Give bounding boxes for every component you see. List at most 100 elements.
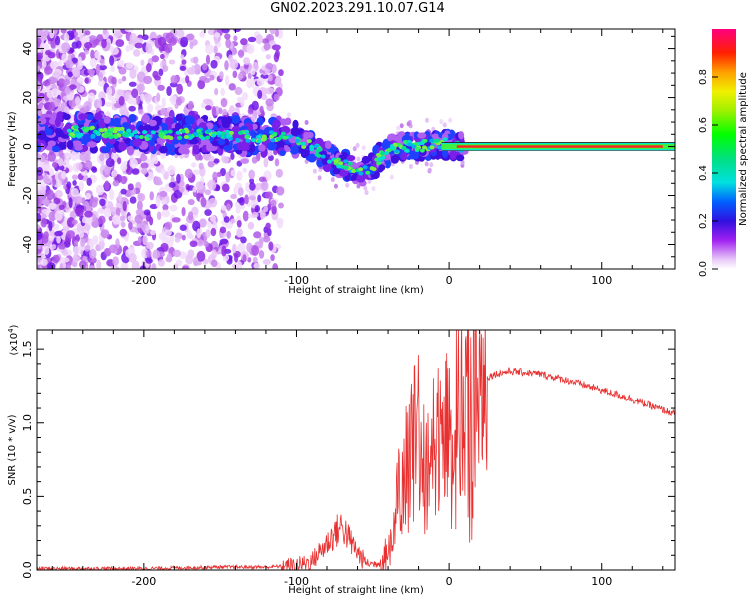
- spectral-band-cell: [143, 124, 152, 131]
- spectral-speckle: [211, 259, 218, 268]
- spectral-speckle: [54, 98, 62, 107]
- spectral-band-cell: [51, 145, 61, 153]
- spectral-speckle: [101, 38, 107, 49]
- spectral-band-cell: [128, 113, 137, 123]
- spectral-speckle: [230, 193, 237, 200]
- spectral-speckle: [166, 86, 172, 97]
- spectral-speckle: [51, 161, 58, 168]
- spectral-band-cell: [223, 145, 232, 152]
- spectral-speckle: [68, 98, 77, 108]
- spectral-speckle: [66, 230, 75, 239]
- spectral-speckle: [156, 92, 161, 102]
- spectral-speckle: [212, 220, 218, 230]
- spectral-core-cell: [256, 135, 262, 140]
- spectral-speckle: [258, 176, 267, 183]
- spectral-speckle: [58, 78, 66, 87]
- spectral-speckle: [424, 117, 429, 123]
- y-tick-label: 0.5: [21, 488, 34, 506]
- spectral-speckle: [52, 254, 60, 264]
- spectral-speckle: [115, 39, 125, 48]
- spectral-speckle: [118, 95, 125, 106]
- spectral-speckle: [176, 173, 181, 184]
- spectral-speckle: [61, 42, 71, 53]
- spectral-band-cell: [449, 151, 457, 160]
- spectral-speckle: [145, 258, 153, 264]
- spectral-speckle: [37, 54, 41, 62]
- spectral-speckle: [212, 171, 218, 182]
- colorbar: 0.0 0.2 0.4 0.6 0.8 Normalized spectral ampl…: [698, 29, 749, 277]
- spectral-band-cell: [47, 140, 56, 147]
- spectral-speckle: [224, 75, 230, 86]
- spectral-band-cell: [390, 154, 400, 164]
- spectral-speckle: [38, 102, 43, 111]
- spectral-speckle: [87, 68, 96, 75]
- spectral-band-cell: [221, 116, 228, 126]
- snr-y-ticks: 0.0 0.5 1.0 1.5: [21, 340, 675, 579]
- spectral-speckle: [117, 157, 122, 165]
- spectral-speckle: [120, 188, 127, 195]
- spectrogram-y-ticks: -40 -20 0 20 40: [21, 35, 675, 258]
- spectral-core-cell: [421, 145, 427, 150]
- spectral-speckle: [268, 154, 274, 162]
- spectral-speckle: [187, 198, 195, 206]
- spectral-core-cell: [74, 133, 80, 138]
- spectral-speckle: [253, 231, 262, 239]
- spectral-speckle: [66, 216, 76, 228]
- spectral-speckle: [265, 222, 271, 230]
- spectral-speckle: [429, 162, 434, 168]
- spectral-speckle: [140, 59, 145, 66]
- spectral-speckle: [264, 191, 273, 199]
- spectral-speckle: [137, 236, 142, 244]
- spectral-band-cell: [118, 141, 127, 152]
- spectral-speckle: [168, 59, 176, 65]
- spectral-speckle: [251, 156, 258, 164]
- spectral-speckle: [145, 42, 153, 54]
- spectral-core-cell: [260, 137, 266, 142]
- colorbar-tick-label: 0.4: [698, 165, 709, 181]
- spectral-speckle: [181, 207, 186, 217]
- spectral-speckle: [78, 260, 87, 269]
- spectral-speckle: [105, 158, 115, 168]
- spectral-core-cell: [393, 149, 399, 154]
- spectral-speckle: [110, 47, 119, 56]
- x-tick-label: 0: [446, 575, 453, 588]
- spectral-speckle: [83, 101, 92, 111]
- spectral-speckle: [118, 67, 127, 75]
- spectral-core-cell: [375, 152, 381, 157]
- x-tick-label: -100: [284, 575, 309, 588]
- spectral-speckle: [43, 175, 49, 183]
- spectral-speckle: [164, 229, 172, 237]
- spectral-core-cell: [257, 139, 263, 144]
- spectral-core-cell: [376, 161, 382, 166]
- spectral-speckle: [233, 186, 238, 197]
- spectral-speckle: [158, 68, 164, 76]
- spectral-core-cell: [168, 136, 174, 141]
- spectral-speckle: [141, 167, 148, 175]
- spectral-speckle: [174, 237, 181, 243]
- spectral-speckle: [67, 71, 74, 78]
- spectral-speckle: [58, 243, 66, 250]
- spectral-core-cell: [197, 131, 203, 136]
- spectral-speckle: [277, 202, 284, 209]
- spectral-speckle: [207, 179, 217, 191]
- spectral-speckle: [159, 190, 168, 198]
- spectral-speckle: [355, 142, 360, 148]
- spectral-speckle: [63, 78, 71, 86]
- spectral-speckle: [83, 49, 89, 55]
- spectral-band-cell: [206, 142, 213, 152]
- spectral-band-cell: [411, 151, 420, 160]
- spectral-core-cell: [142, 130, 148, 135]
- spectral-core-cell: [442, 137, 448, 142]
- spectral-speckle: [330, 177, 335, 183]
- spectral-band-cell: [189, 138, 199, 145]
- spectral-speckle: [159, 53, 165, 60]
- spectral-core-cell: [403, 139, 409, 144]
- spectral-speckle: [232, 70, 238, 79]
- spectral-speckle: [57, 157, 64, 167]
- spectral-speckle: [238, 196, 246, 206]
- spectral-band-cell: [101, 146, 111, 154]
- spectral-speckle: [121, 75, 127, 82]
- spectral-speckle: [50, 88, 59, 97]
- spectral-speckle: [108, 244, 118, 254]
- spectral-speckle: [98, 64, 107, 71]
